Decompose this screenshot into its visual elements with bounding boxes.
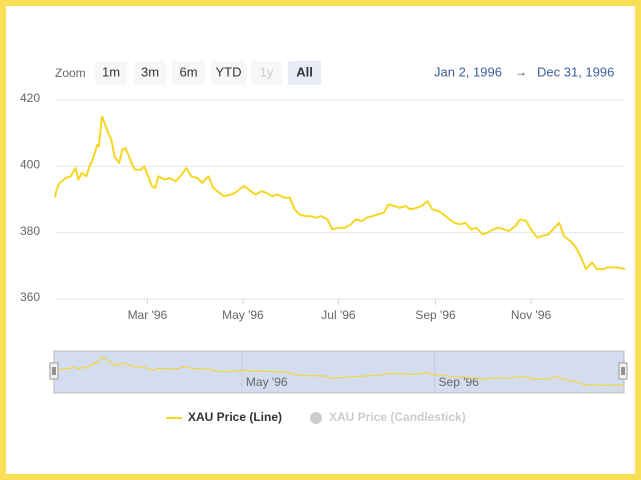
- range-button[interactable]: [288, 61, 321, 85]
- x-tick-label: May '96: [222, 308, 264, 322]
- y-tick-label: 400: [20, 158, 40, 172]
- x-tick-label: Mar '96: [128, 308, 168, 322]
- zoom-label: Zoom: [55, 66, 86, 80]
- range-button[interactable]: [172, 61, 205, 85]
- price-line: [54, 115, 626, 271]
- navigator-handle[interactable]: [618, 362, 628, 380]
- legend-label[interactable]: XAU Price (Candlestick): [329, 410, 466, 424]
- y-tick-label: 380: [20, 224, 40, 238]
- range-button-label[interactable]: 3m: [141, 64, 159, 79]
- date-from[interactable]: Jan 2, 1996: [434, 64, 502, 79]
- range-button-label[interactable]: 6m: [179, 64, 197, 79]
- navigator-line: [53, 356, 625, 386]
- range-button[interactable]: [95, 61, 127, 85]
- range-button-label[interactable]: All: [296, 64, 313, 79]
- x-tick-label: Jul '96: [321, 308, 356, 322]
- range-button[interactable]: [211, 61, 246, 85]
- range-button: [251, 61, 282, 85]
- legend-label[interactable]: XAU Price (Line): [188, 410, 282, 424]
- navigator-handle[interactable]: [49, 362, 59, 380]
- x-tick-label: Nov '96: [511, 308, 552, 322]
- range-button[interactable]: [134, 61, 166, 85]
- range-button-label: 1y: [260, 64, 274, 79]
- range-button-label[interactable]: YTD: [216, 64, 242, 79]
- date-separator: →: [515, 65, 527, 79]
- navigator-tick-label: Sep '96: [439, 375, 480, 389]
- navigator-tick-label: May '96: [246, 375, 288, 389]
- range-button-label[interactable]: 1m: [102, 64, 120, 79]
- navigator-mask: [53, 350, 625, 394]
- date-to[interactable]: Dec 31, 1996: [537, 64, 614, 79]
- y-tick-label: 360: [20, 290, 40, 304]
- y-tick-label: 420: [20, 91, 40, 105]
- legend-symbol: [310, 412, 322, 424]
- x-tick-label: Sep '96: [415, 308, 456, 322]
